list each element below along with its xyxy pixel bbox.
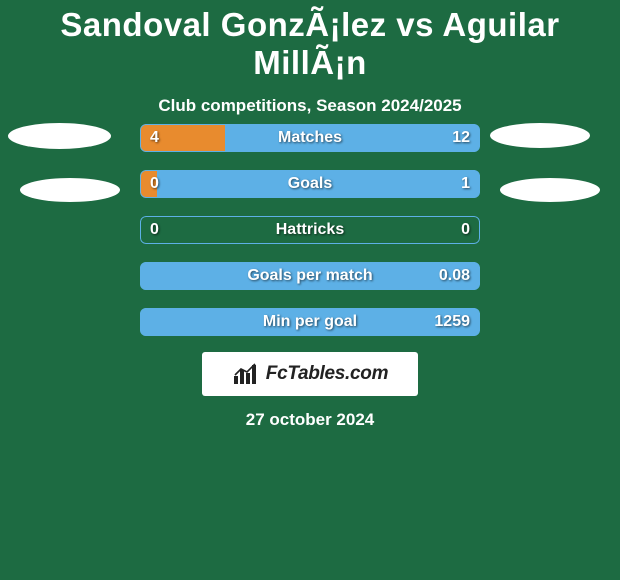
stat-row: 0.08Goals per match bbox=[140, 262, 480, 290]
bars-icon bbox=[232, 362, 262, 386]
left-marker-2 bbox=[20, 178, 120, 202]
attribution-text: FcTables.com bbox=[266, 363, 388, 385]
date-text: 27 october 2024 bbox=[0, 410, 620, 430]
stat-row: 412Matches bbox=[140, 124, 480, 152]
stat-label: Goals bbox=[140, 170, 480, 198]
page-title: Sandoval GonzÃ¡lez vs Aguilar MillÃ¡n bbox=[0, 0, 620, 82]
stat-row: 01Goals bbox=[140, 170, 480, 198]
stat-label: Min per goal bbox=[140, 308, 480, 336]
stat-row: 1259Min per goal bbox=[140, 308, 480, 336]
attribution-badge: FcTables.com bbox=[202, 352, 418, 396]
right-marker-2 bbox=[500, 178, 600, 202]
page-subtitle: Club competitions, Season 2024/2025 bbox=[0, 96, 620, 116]
right-marker-1 bbox=[490, 123, 590, 148]
stat-row: 00Hattricks bbox=[140, 216, 480, 244]
left-marker-1 bbox=[8, 123, 111, 149]
stat-label: Matches bbox=[140, 124, 480, 152]
comparison-infographic: Sandoval GonzÃ¡lez vs Aguilar MillÃ¡n Cl… bbox=[0, 0, 620, 580]
stat-label: Hattricks bbox=[140, 216, 480, 244]
stat-label: Goals per match bbox=[140, 262, 480, 290]
stat-rows: 412Matches 01Goals 00Hattricks 0.08Goals pe… bbox=[140, 124, 480, 354]
